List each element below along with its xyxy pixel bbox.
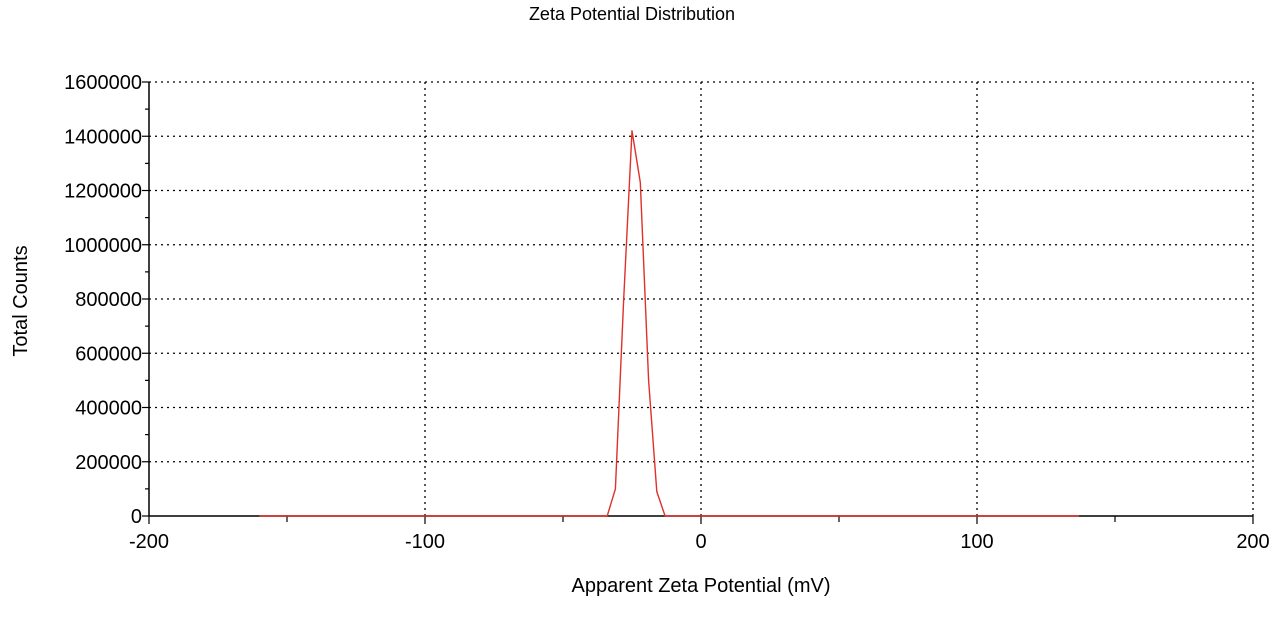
x-tick-label: 200 [1236,531,1269,553]
y-axis-title: Total Counts [10,245,32,356]
series-group [259,130,1080,517]
y-tick-label: 1000000 [64,235,142,257]
y-tick-label: 400000 [75,398,142,420]
tick-marks [142,81,1254,524]
y-tick-label: 200000 [75,452,142,474]
tick-labels: 0 200000 400000 600000 800000 1000000 1200000 1… [64,72,1270,553]
x-tick-label: -200 [129,531,169,553]
chart-title: Zeta Potential Distribution [529,4,735,24]
y-tick-label: 600000 [75,343,142,365]
x-tick-label: 100 [960,531,993,553]
x-tick-label: 0 [695,531,706,553]
y-tick-label: 1400000 [64,126,142,148]
y-tick-label: 0 [131,506,142,528]
y-tick-label: 1200000 [64,181,142,203]
grid-lines [149,81,1254,516]
series-line [259,130,1080,517]
x-axis-title: Apparent Zeta Potential (mV) [571,575,830,597]
y-tick-label: 800000 [75,289,142,311]
y-tick-label: 1600000 [64,72,142,94]
x-tick-label: -100 [405,531,445,553]
